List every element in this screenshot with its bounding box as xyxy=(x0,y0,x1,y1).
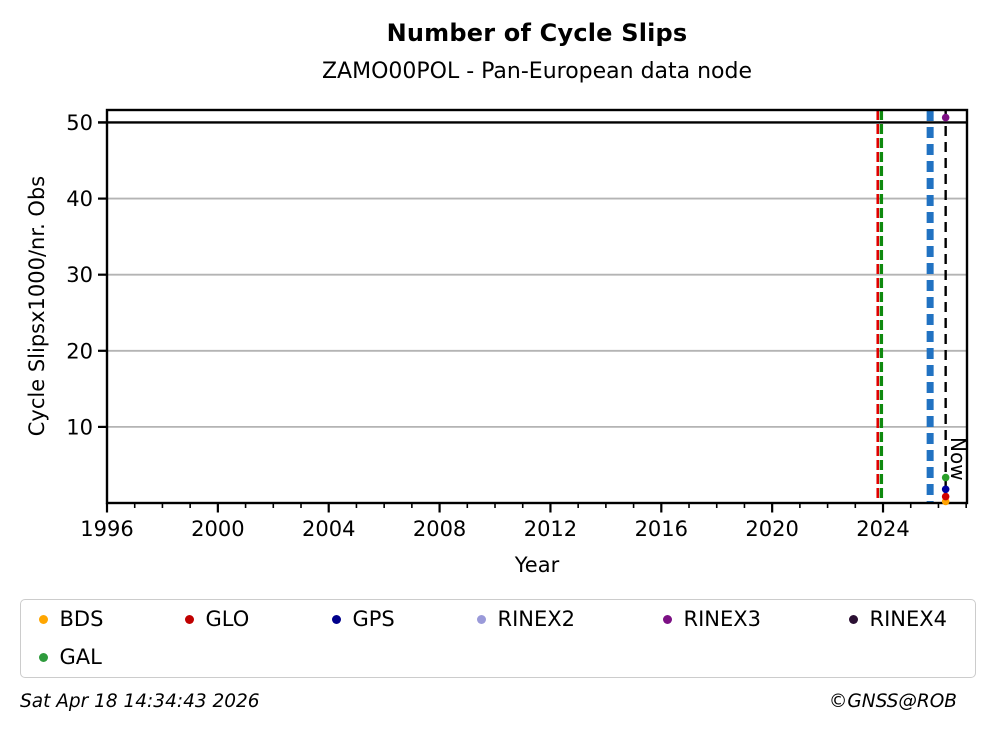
gps-marker-icon xyxy=(331,614,341,624)
rinex4-marker-icon xyxy=(848,614,858,624)
timestamp: Sat Apr 18 14:34:43 2026 xyxy=(20,691,260,712)
legend-item-rinex2: RINEX2 xyxy=(476,606,576,632)
x-tick-label: 2024 xyxy=(856,517,909,541)
legend-label: RINEX2 xyxy=(497,607,576,631)
rinex2-marker-icon xyxy=(476,614,486,624)
y-tick-label: 40 xyxy=(66,187,93,211)
legend-item-gps: GPS xyxy=(331,606,395,632)
legend-label: RINEX4 xyxy=(869,607,948,631)
x-tick-label: 2000 xyxy=(191,517,244,541)
point-gps xyxy=(941,485,950,494)
y-tick-label: 20 xyxy=(66,339,93,363)
copyright: ©GNSS@ROB xyxy=(828,691,957,712)
legend-item-gal: GAL xyxy=(38,644,102,670)
plot-border xyxy=(105,108,969,505)
x-tick-label: 2020 xyxy=(745,517,798,541)
y-axis-label: Cycle Slipsx1000/nr. Obs xyxy=(25,175,49,437)
legend-item-rinex4: RINEX4 xyxy=(848,606,948,632)
y-tick-label: 10 xyxy=(66,415,93,439)
gal-marker-icon xyxy=(38,652,48,662)
page-subtitle: ZAMO00POL - Pan-European data node xyxy=(321,59,753,84)
rinex3-marker-icon xyxy=(662,614,672,624)
legend-label: RINEX3 xyxy=(683,607,762,631)
x-tick-label: 2004 xyxy=(302,517,355,541)
legend-item-bds: BDS xyxy=(38,606,104,632)
legend-label: GLO xyxy=(205,607,250,631)
y-tick-label: 50 xyxy=(66,111,93,135)
x-tick-label: 2008 xyxy=(413,517,466,541)
page-title: Number of Cycle Slips xyxy=(386,19,688,47)
x-axis-label: Year xyxy=(514,553,560,577)
legend-item-glo: GLO xyxy=(184,606,250,632)
now-label: Now xyxy=(946,437,970,481)
point-gal xyxy=(941,473,950,482)
legend-item-rinex3: RINEX3 xyxy=(662,606,762,632)
point-rinex3 xyxy=(941,113,950,122)
legend-label: GAL xyxy=(59,645,102,669)
legend-label: BDS xyxy=(59,607,104,631)
legend-label: GPS xyxy=(352,607,395,631)
legend: BDS GLO GPS RINEX2 RINEX3 RINEX4 GAL xyxy=(20,599,976,678)
x-tick-label: 1996 xyxy=(80,517,133,541)
bds-marker-icon xyxy=(38,614,48,624)
point-glo xyxy=(941,492,950,501)
y-tick-label: 30 xyxy=(66,263,93,287)
glo-marker-icon xyxy=(184,614,194,624)
x-tick-label: 2016 xyxy=(635,517,688,541)
x-tick-label: 2012 xyxy=(524,517,577,541)
